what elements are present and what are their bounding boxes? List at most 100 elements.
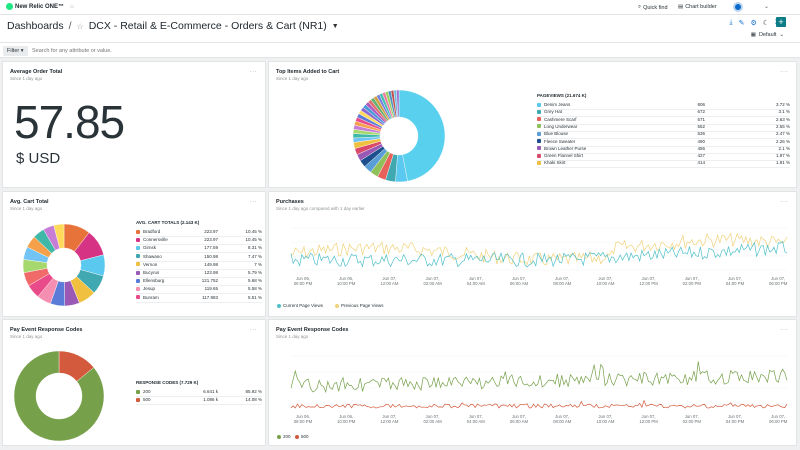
- legend-item[interactable]: Shawano 150.98 7.47 %: [136, 254, 262, 261]
- legend-item[interactable]: Long Underwear 552 2.55 %: [537, 124, 790, 131]
- legend-percent: 10.45 %: [245, 229, 262, 234]
- widget-subtitle: Since 1 day ago compared with 1 day earl…: [276, 206, 365, 211]
- widget-menu-icon[interactable]: ···: [780, 199, 788, 205]
- legend-value: 536: [697, 131, 705, 137]
- avg-cart-pie-chart[interactable]: [19, 220, 109, 310]
- widget-title: Top Items Added to Cart: [276, 69, 340, 75]
- breadcrumb-dashboards-link[interactable]: Dashboards: [7, 20, 64, 32]
- title-chevron-down-icon[interactable]: ▼: [331, 22, 339, 30]
- legend-value: 1.086 k: [203, 397, 218, 403]
- x-tick-label: 06:00 PM: [769, 419, 788, 424]
- response-codes-pie-chart[interactable]: [9, 346, 109, 446]
- widget-menu-icon[interactable]: ···: [780, 69, 788, 75]
- legend-item[interactable]: Jesup 119.65 5.58 %: [136, 286, 262, 293]
- filter-button[interactable]: Filter ▾: [3, 46, 28, 56]
- user-avatar[interactable]: [733, 2, 743, 12]
- pie-slice-other-6[interactable]: [53, 223, 65, 249]
- x-tick-label: Jun 07,: [728, 414, 742, 419]
- legend-item[interactable]: Denim Jeans 806 3.72 %: [537, 102, 790, 109]
- legend-divider: [136, 396, 262, 397]
- series-line-500[interactable]: [290, 399, 788, 409]
- legend-item[interactable]: Girnsk 177.59 8.31 %: [136, 245, 262, 252]
- x-tick-label: 04:00 PM: [726, 281, 745, 286]
- legend-percent: 10.45 %: [245, 237, 262, 243]
- legend-item[interactable]: Bunram 117.983 5.51 %: [136, 295, 262, 302]
- series-line-current[interactable]: [290, 240, 788, 268]
- legend-value: 117.983: [202, 294, 218, 300]
- quick-find-button[interactable]: ⌕ Quick find: [638, 4, 668, 11]
- legend-item[interactable]: Khaki Skirt 414 1.91 %: [537, 160, 790, 167]
- series-line-200[interactable]: [290, 361, 788, 394]
- legend-label: Denim Jeans: [537, 102, 570, 107]
- calendar-icon: ▦: [750, 32, 756, 38]
- legend-500[interactable]: 500: [295, 434, 309, 439]
- pie-slice-other[interactable]: [398, 89, 446, 182]
- breadcrumb: Dashboards / ☆ DCX - Retail & E-Commerce…: [7, 20, 339, 32]
- legend-percent: 2.1 %: [778, 145, 790, 151]
- legend-percent: 5.68 %: [247, 278, 262, 284]
- legend-item[interactable]: Vernon 149.98 7 %: [136, 262, 262, 269]
- legend-item[interactable]: 500 1.086 k 14.08 %: [136, 397, 262, 404]
- legend-item[interactable]: Blue Blouse 536 2.47 %: [537, 131, 790, 138]
- legend-200[interactable]: 200: [277, 434, 291, 439]
- dark-mode-icon[interactable]: ☾: [762, 20, 770, 27]
- legend-current-page-views[interactable]: Current Page Views: [277, 303, 323, 308]
- legend-swatch: [136, 262, 140, 267]
- legend-swatch: [136, 278, 140, 283]
- pie-slice-200[interactable]: [13, 350, 105, 442]
- widget-title: Avg. Cart Total: [10, 199, 49, 205]
- filter-search-input[interactable]: [32, 45, 792, 56]
- add-widget-button[interactable]: +: [776, 17, 786, 27]
- legend-item[interactable]: 200 6.641 k 85.92 %: [136, 389, 262, 396]
- edit-icon[interactable]: ✎: [738, 20, 745, 27]
- legend-percent: 2.26 %: [775, 138, 790, 144]
- legend-item[interactable]: Green Flannel Shirt 427 1.97 %: [537, 153, 790, 160]
- legend-value: 223.97: [204, 237, 218, 243]
- download-icon[interactable]: ⤓: [729, 19, 733, 26]
- legend-label: Long Underwear: [537, 124, 577, 129]
- widget-menu-icon[interactable]: ···: [780, 327, 788, 333]
- brand-logo[interactable]: New Relic ONE™ ⌂: [6, 3, 74, 10]
- legend-divider: [537, 138, 790, 140]
- settings-icon[interactable]: ⚙: [750, 20, 757, 27]
- legend-swatch: [136, 286, 140, 291]
- legend-value: 177.59: [204, 245, 218, 251]
- widget-title: Average Order Total: [10, 69, 63, 75]
- legend-item[interactable]: Cashmere Scarf 571 2.63 %: [537, 117, 790, 124]
- legend-percent: 85.92 %: [245, 389, 262, 394]
- chart-builder-button[interactable]: ▤ Chart builder: [678, 4, 717, 10]
- pie-slice-other-21[interactable]: [396, 89, 400, 118]
- legend-item[interactable]: Connersville 223.97 10.45 %: [136, 237, 262, 244]
- legend-value: 456: [697, 145, 705, 151]
- widget-menu-icon[interactable]: ···: [249, 69, 257, 75]
- billboard-unit: $ USD: [16, 150, 61, 167]
- time-picker[interactable]: ▦ Default ⌄: [751, 32, 784, 38]
- legend-percent: 5.51 %: [247, 294, 262, 300]
- legend-percent: 2.55 %: [775, 123, 790, 129]
- widget-subtitle: Since 1 day ago: [10, 334, 43, 339]
- star-icon[interactable]: ☆: [76, 21, 84, 31]
- legend-label: Girnsk: [136, 245, 156, 250]
- x-tick-label: Jun 07,: [642, 276, 656, 281]
- brand-name: New Relic ONE™: [15, 3, 65, 10]
- series-line-previous[interactable]: [290, 232, 788, 266]
- chart-icon: ▤: [678, 4, 684, 10]
- top-items-pie-chart[interactable]: [349, 86, 449, 186]
- legend-item[interactable]: Bucyrus 123.98 5.79 %: [136, 270, 262, 277]
- legend-item[interactable]: Brown Leather Purse 456 2.1 %: [537, 146, 790, 153]
- x-tick-label: 02:00 AM: [424, 281, 443, 286]
- legend-percent: 5.58 %: [247, 286, 262, 292]
- widget-menu-icon[interactable]: ···: [249, 199, 257, 205]
- widget-menu-icon[interactable]: ···: [249, 327, 257, 333]
- home-icon[interactable]: ⌂: [70, 3, 74, 10]
- legend-item[interactable]: Bradford 223.97 10.45 %: [136, 229, 262, 236]
- legend-item[interactable]: Ellensburg 121.752 5.68 %: [136, 278, 262, 285]
- legend-item[interactable]: Fleece Sweater 490 2.26 %: [537, 139, 790, 146]
- x-tick-label: Jun 06,: [339, 414, 353, 419]
- legend-value: 150.98: [204, 253, 218, 259]
- chevron-down-icon[interactable]: ⌄: [764, 4, 770, 10]
- legend-item[interactable]: Grey Hat 672 3.1 %: [537, 109, 790, 116]
- legend-previous-page-views[interactable]: Previous Page Views: [335, 303, 383, 308]
